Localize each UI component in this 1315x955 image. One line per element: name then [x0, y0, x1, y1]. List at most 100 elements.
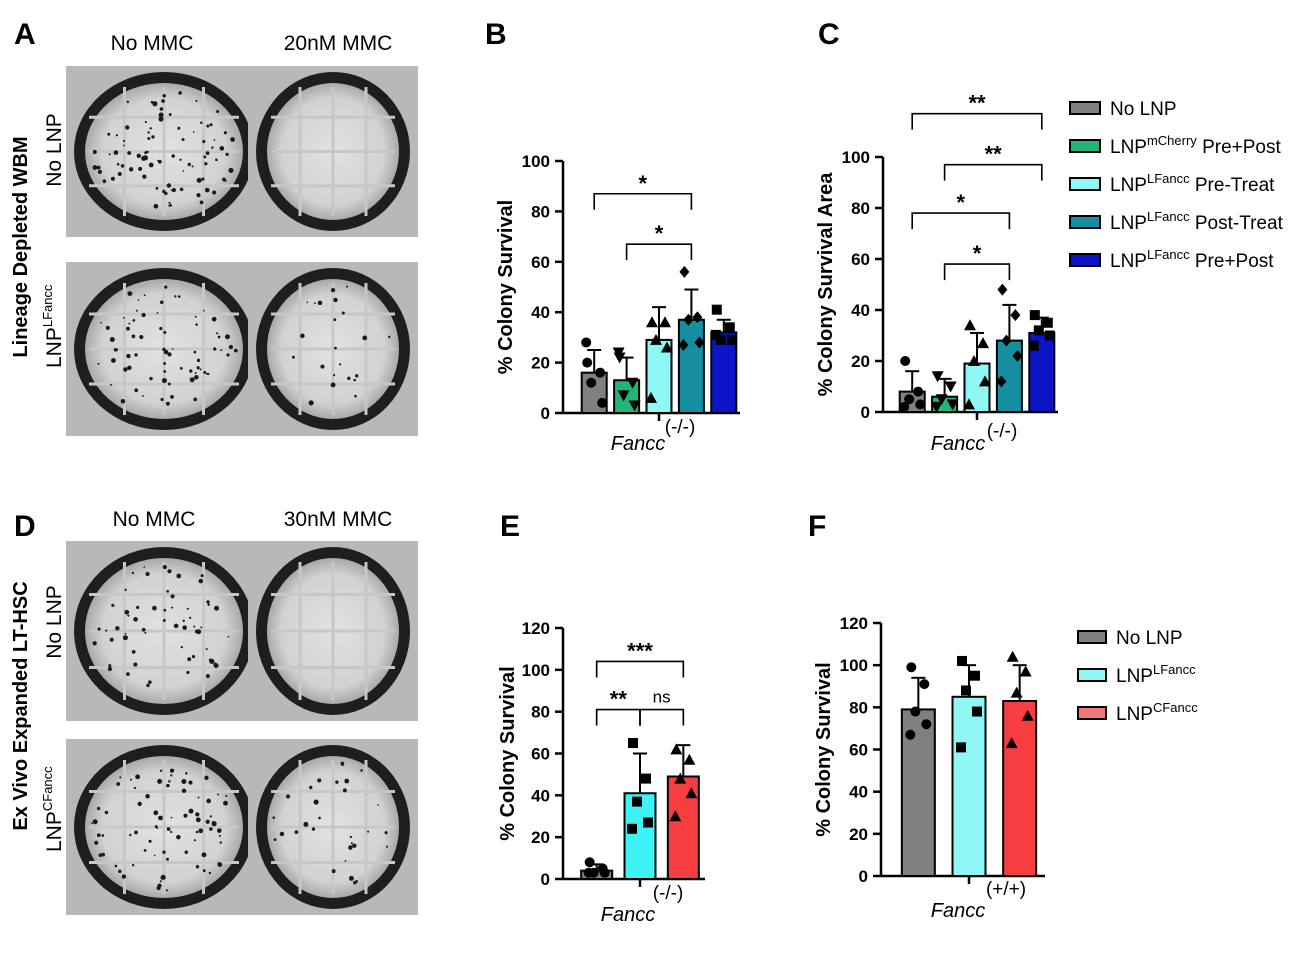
chart-b-point-3-3: [650, 333, 662, 345]
chart-b-point-3-1: [646, 316, 658, 328]
chart-c-x-label: Fancc: [931, 433, 985, 455]
chart-c-bracket-4: [943, 263, 1011, 281]
chart-c-point-3-4: [979, 375, 991, 387]
chart-c-point-2-1: [931, 371, 944, 383]
chart-e-sig-label-1: ***: [627, 638, 653, 663]
chart-b-point-5-1: [711, 304, 722, 315]
chart-c-y-tick-label: 0: [861, 403, 870, 422]
panel-letter-c: C: [818, 18, 840, 51]
chart-c-y-tick-label: 100: [842, 148, 870, 167]
chart-c-point-5-4: [1044, 330, 1055, 341]
chart-b-bar-4: [677, 318, 705, 415]
chart-b-x-label: Fancc: [611, 433, 665, 455]
legend-f-label-3: LNPCFancc: [1116, 700, 1198, 725]
panel-a-group-label: Lineage Depleted WBM: [10, 136, 32, 357]
chart-c-point-1-4: [915, 399, 926, 410]
chart-f-y-tick-label: 80: [849, 698, 868, 717]
chart-f-point-3-3: [1010, 686, 1023, 698]
panel-d-row-label-2-base: LNP: [43, 811, 66, 852]
plate-images: [66, 66, 418, 915]
chart-b-y-tick-label: 20: [531, 354, 550, 373]
legend-c-label-5: LNPLFancc Pre+Post: [1110, 247, 1274, 272]
chart-e-point-3-1: [670, 743, 683, 755]
panel-a-row-label-1: No LNP: [43, 113, 66, 187]
chart-f-point-2-4: [972, 706, 982, 717]
chart-f-point-3-4: [1021, 709, 1034, 721]
chart-b-point-1-5: [581, 337, 592, 348]
panel-a-row-label-2: LNPLFancc: [40, 284, 66, 368]
chart-c-point-5-3: [1033, 325, 1044, 336]
chart-c-point-3-5: [963, 398, 975, 410]
well-a-nommc-nolnp: [66, 66, 262, 237]
legend-c-swatch-2: [1069, 139, 1101, 153]
chart-e-point-2-4: [643, 817, 653, 828]
panel-a-row-label-2-sup: LFancc: [40, 284, 55, 327]
chart-e-point-3-5: [669, 810, 682, 822]
chart-c-point-2-5: [930, 401, 943, 413]
legend-c-label-1: No LNP: [1110, 99, 1177, 120]
well-a-mmc-lnp: [248, 262, 418, 436]
chart-b-point-2-1: [613, 352, 626, 364]
chart-f-y-label: % Colony Survival: [813, 662, 835, 837]
chart-c-point-4-3: [1001, 334, 1012, 347]
panel-d-row-label-1: No LNP: [43, 585, 66, 659]
chart-c-point-1-5: [899, 401, 910, 412]
chart-b-y-tick-label: 80: [531, 202, 550, 221]
chart-b-sig-label-2: *: [655, 221, 664, 246]
chart-b-point-5-2: [724, 322, 735, 333]
panel-d-row-label-2-sup: CFancc: [40, 766, 55, 811]
chart-f-point-1-3: [910, 706, 921, 717]
legends: No LNP LNPmCherry Pre+Post LNPLFancc Pre-T…: [1069, 99, 1284, 725]
chart-c-point-2-4: [946, 399, 959, 411]
well-d-mmc-nolnp: [248, 541, 418, 721]
chart-e-sig-label-3: ns: [653, 688, 671, 707]
chart-e-y-label: % Colony Survival: [497, 666, 519, 841]
well-d-nommc-lnp: [66, 739, 262, 915]
chart-f-x-label: Fancc: [931, 900, 985, 922]
chart-f-y-tick-label: 20: [849, 825, 868, 844]
chart-e-point-3-3: [674, 772, 687, 784]
chart-b-point-1-4: [597, 397, 608, 408]
chart-b-point-2-2: [626, 377, 639, 389]
chart-e-point-2-2: [641, 773, 651, 784]
chart-b: 0 20 40 60 80 100 % Colony Survival Fancc(-/-) *…: [495, 152, 740, 455]
chart-e-y-tick-label: 0: [541, 870, 550, 889]
chart-b-point-1-2: [595, 367, 606, 378]
chart-e-point-1-5: [583, 867, 594, 878]
chart-c-point-3-1: [964, 319, 976, 331]
panel-a-col-header-2: 20nM MMC: [284, 32, 393, 55]
chart-f-point-1-5: [905, 729, 916, 740]
legend-f-label-1: No LNP: [1116, 628, 1183, 649]
chart-f-y-tick-label: 0: [859, 867, 868, 886]
chart-b-x-label-sup: (-/-): [665, 417, 696, 438]
chart-f-point-2-5: [956, 742, 966, 753]
chart-c-sig-label-2: **: [985, 142, 1003, 167]
chart-e-point-2-1: [628, 738, 638, 749]
chart-f-point-1-4: [921, 719, 932, 730]
chart-b-y-tick-label: 60: [531, 253, 550, 272]
chart-b-y-label: % Colony Survival: [495, 200, 517, 375]
chart-e-point-1-1: [584, 857, 595, 868]
chart-e-bar-3: [666, 775, 700, 881]
chart-b-point-2-4: [628, 400, 641, 412]
chart-b-point-5-3: [715, 334, 726, 345]
chart-c-sig-label-3: *: [957, 190, 966, 215]
chart-c-point-5-5: [1028, 340, 1039, 351]
chart-c-point-5-2: [1042, 317, 1053, 328]
legend-f-swatch-2: [1077, 668, 1107, 682]
panel-d-row-label-2: LNPCFancc: [40, 766, 66, 852]
panel-d-col-header-2: 30nM MMC: [284, 508, 393, 531]
chart-f-point-1-1: [906, 662, 917, 673]
chart-e-bracket-2: [595, 708, 641, 726]
panel-d-col-header-1: No MMC: [113, 508, 196, 531]
legend-c-swatch-5: [1069, 253, 1101, 267]
chart-e-y-tick-label: 20: [531, 828, 550, 847]
panel-d-group-label: Ex Vivo Expanded LT-HSC: [10, 581, 32, 830]
chart-c: 0 20 40 60 80 100 % Colony Survival Area Fancc(…: [815, 91, 1058, 455]
chart-b-point-4-3: [683, 313, 694, 326]
legend-f-swatch-1: [1077, 630, 1107, 644]
chart-f: 0 20 40 60 80 100 120 % Colony Survival Fancc(+/…: [813, 614, 1045, 922]
chart-b-point-2-5: [612, 347, 625, 359]
chart-c-y-tick-label: 60: [851, 250, 870, 269]
